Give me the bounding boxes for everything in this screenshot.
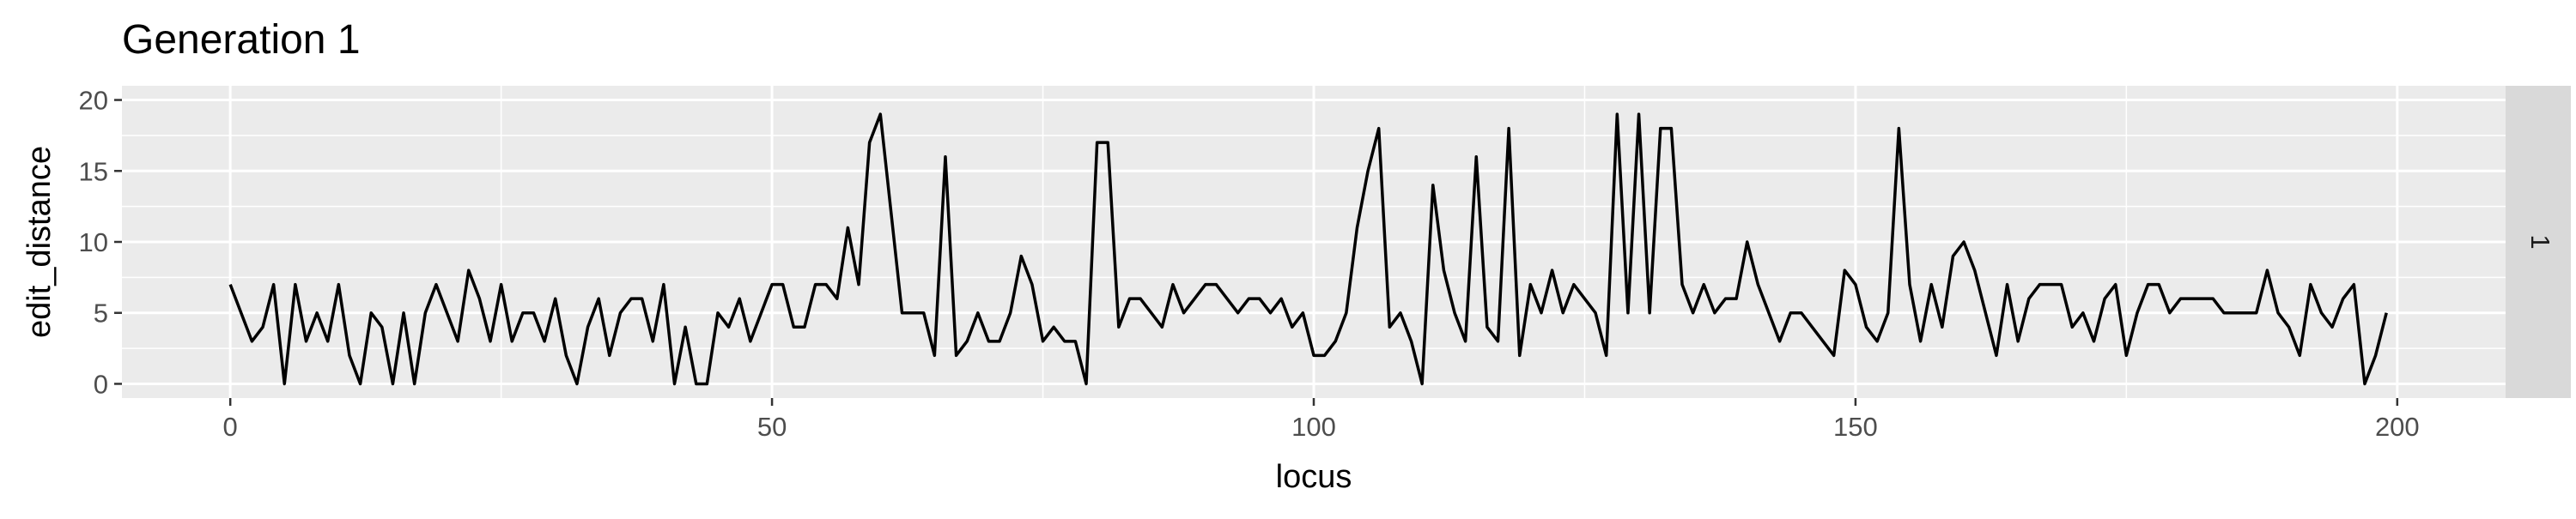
x-tick-label: 200 — [2375, 412, 2420, 442]
facet-strip-label: 1 — [2525, 234, 2555, 249]
y-tick-label: 10 — [79, 227, 108, 257]
facet-strip — [2506, 86, 2571, 398]
x-axis-ticks: 0 50 100 150 200 — [223, 398, 2420, 442]
chart-title: Generation 1 — [122, 17, 361, 63]
x-axis-title: locus — [1276, 459, 1352, 495]
series-line — [228, 112, 2388, 386]
y-axis-ticks: 0 5 10 15 20 — [79, 86, 122, 399]
y-axis-title: edit_distance — [21, 146, 58, 338]
x-tick-label: 50 — [757, 412, 787, 442]
y-tick-label: 20 — [79, 86, 108, 116]
major-gridlines — [122, 86, 2506, 398]
x-tick-label: 150 — [1833, 412, 1878, 442]
x-tick-label: 100 — [1291, 412, 1336, 442]
x-tick-label: 0 — [223, 412, 238, 442]
y-tick-label: 15 — [79, 156, 108, 186]
y-tick-label: 0 — [94, 369, 108, 399]
y-tick-label: 5 — [94, 299, 108, 329]
